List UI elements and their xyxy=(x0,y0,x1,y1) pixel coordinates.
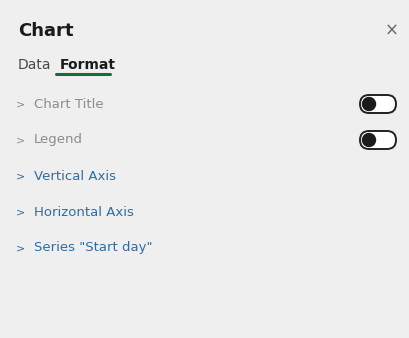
Text: >: > xyxy=(16,99,25,109)
Circle shape xyxy=(362,134,375,146)
Text: Format: Format xyxy=(60,58,116,72)
Text: ×: × xyxy=(385,22,399,40)
Text: Vertical Axis: Vertical Axis xyxy=(34,169,116,183)
Text: >: > xyxy=(16,243,25,253)
Text: Legend: Legend xyxy=(34,134,83,146)
FancyBboxPatch shape xyxy=(360,131,396,149)
Text: Chart: Chart xyxy=(18,22,74,40)
Text: >: > xyxy=(16,135,25,145)
FancyBboxPatch shape xyxy=(360,95,396,113)
Text: Series "Start day": Series "Start day" xyxy=(34,241,153,255)
Text: >: > xyxy=(16,207,25,217)
Text: >: > xyxy=(16,171,25,181)
Text: Data: Data xyxy=(18,58,52,72)
Text: Horizontal Axis: Horizontal Axis xyxy=(34,206,134,218)
Circle shape xyxy=(362,97,375,111)
Text: Chart Title: Chart Title xyxy=(34,97,103,111)
